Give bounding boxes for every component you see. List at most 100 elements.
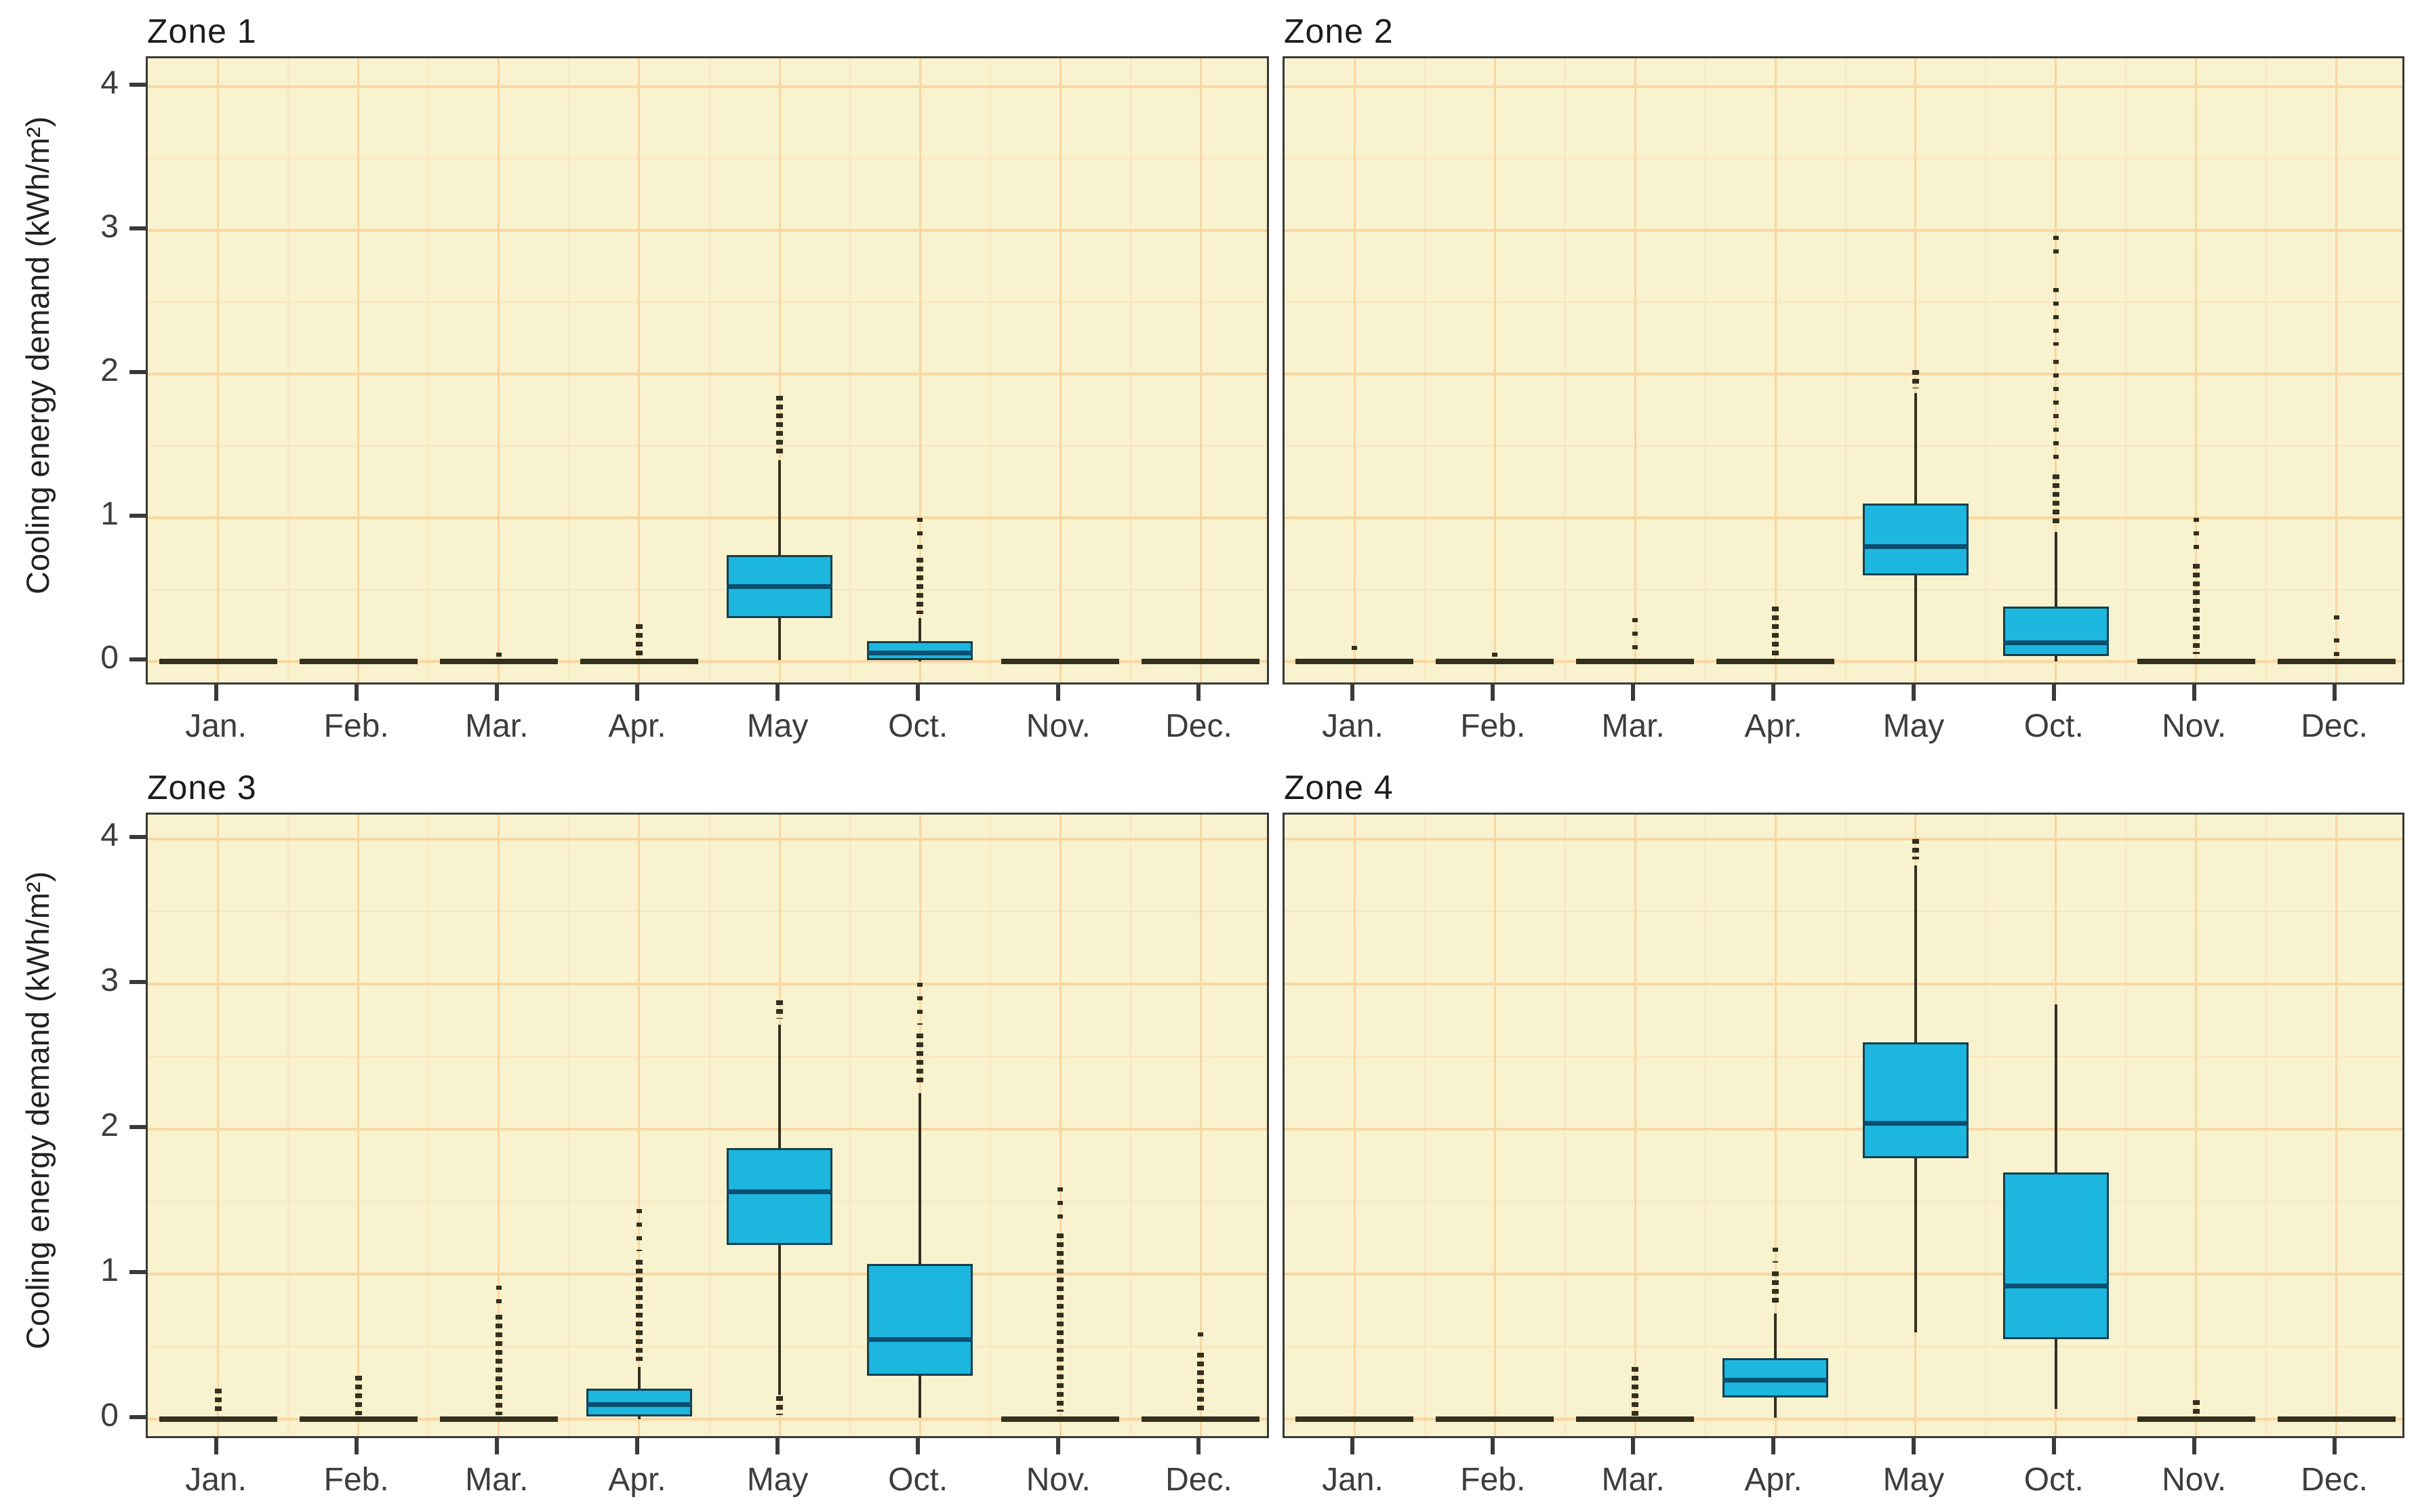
x-tick-mark [1350,685,1355,701]
outlier-points [1057,1187,1064,1225]
x-tick-mark [2192,1438,2196,1454]
x-tick-mark [1771,685,1776,701]
outlier-points [776,1000,784,1019]
boxplot-box [1862,1042,1969,1158]
collapsed-box-line [2277,1416,2396,1422]
y-tick-label: 4 [100,817,119,853]
outlier-points [917,982,923,1025]
gridline-vertical-minor [1985,58,1987,682]
x-tick-label: Apr. [1744,708,1802,744]
whisker-lower [2054,655,2057,661]
gridline-vertical-major [1059,58,1062,682]
gridline-vertical-major [2335,58,2338,682]
outlier-points [2333,638,2339,656]
whisker-upper [1774,1313,1777,1359]
gridline-vertical-major [498,58,500,682]
collapsed-box-line [2277,659,2396,664]
x-tick-label: Mar. [465,708,529,744]
x-tick-mark [214,685,218,701]
outlier-points [776,1395,784,1415]
gridline-horizontal-major [1285,1273,2402,1275]
gridline-vertical-major [1774,815,1777,1436]
whisker-upper [2054,1004,2057,1173]
gridline-vertical-minor [708,815,710,1436]
gridline-horizontal-minor [1285,911,2402,912]
collapsed-box-line [1001,659,1120,664]
panel-title: Zone 1 [147,12,257,50]
median-line [1722,1377,1829,1383]
x-tick-mark [1350,1438,1355,1454]
collapsed-box-line [1295,1416,1414,1422]
x-tick-label: Dec. [2301,708,2368,744]
y-tick-mark [129,657,146,661]
outlier-points [916,558,924,615]
gridline-vertical-minor [428,58,430,682]
y-tick-mark [129,514,146,518]
gridline-horizontal-minor [148,445,1267,447]
outlier-points [1197,1352,1205,1414]
gridline-vertical-minor [1424,815,1426,1436]
gridline-vertical-minor [1844,58,1847,682]
x-tick-mark [354,685,359,701]
x-tick-mark [214,1438,218,1454]
gridline-vertical-minor [2125,58,2127,682]
gridline-horizontal-major [148,516,1267,519]
x-tick-mark [1056,1438,1061,1454]
whisker-lower [1914,1158,1917,1332]
whisker-lower [1914,575,1917,661]
gridline-vertical-minor [568,58,570,682]
y-tick-mark [129,83,146,87]
outlier-points [635,624,643,657]
whisker-lower [778,618,782,660]
collapsed-box-line [1001,1416,1120,1422]
median-line [867,1336,973,1342]
gridline-horizontal-major [148,373,1267,375]
x-tick-label: Oct. [888,1462,948,1498]
gridline-vertical-minor [1564,58,1566,682]
gridline-horizontal-minor [148,589,1267,590]
gridline-vertical-minor [287,815,289,1436]
gridline-vertical-minor [849,815,851,1436]
panel-zone-1: Zone 1 [146,12,1269,685]
x-tick-mark [634,1438,639,1454]
x-tick-label: Oct. [888,708,948,744]
gridline-vertical-minor [1844,815,1847,1436]
x-tick-mark [1491,1438,1495,1454]
x-tick-label: Feb. [323,708,389,744]
x-tick-mark [1196,1438,1201,1454]
gridline-vertical-major [217,815,220,1436]
gridline-horizontal-major [148,983,1267,985]
outlier-points [1773,1248,1779,1263]
outlier-points [496,653,502,659]
boxplot-box [2002,1172,2109,1340]
gridline-horizontal-major [148,1273,1267,1275]
gridline-vertical-major [1059,815,1062,1436]
x-tick-mark [494,1438,499,1454]
gridline-vertical-major [1199,58,1202,682]
gridline-horizontal-minor [1285,1056,2402,1057]
gridline-vertical-major [1493,815,1496,1436]
outlier-points [2052,474,2059,527]
boxplot-box [727,1147,833,1246]
gridline-vertical-minor [2265,815,2267,1436]
outlier-points [776,395,784,456]
x-tick-mark [1491,685,1495,701]
x-tick-mark [494,685,499,701]
y-tick-mark [129,1415,146,1419]
gridline-vertical-minor [708,58,710,682]
x-tick-label: May [746,708,809,744]
x-tick-label: Feb. [1460,708,1526,744]
x-tick-mark [1771,1438,1776,1454]
x-tick-label: May [746,1462,809,1498]
outlier-points [635,1259,643,1362]
gridline-vertical-minor [989,58,991,682]
gridline-horizontal-minor [1285,589,2402,590]
median-line [1862,1120,1969,1126]
gridline-horizontal-major [1285,85,2402,88]
median-line [727,584,833,590]
gridline-horizontal-major [1285,229,2402,232]
x-tick-mark [2051,685,2056,701]
y-tick-label: 2 [100,1107,119,1143]
whisker-upper [637,1366,641,1389]
